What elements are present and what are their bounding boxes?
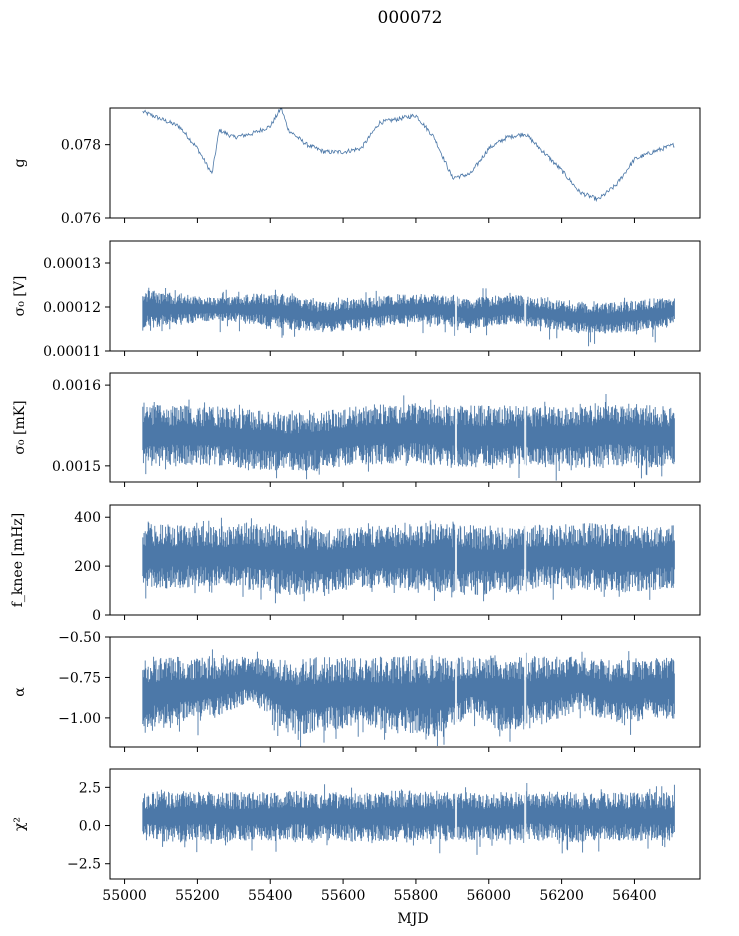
x-tick-label: 56400: [612, 888, 657, 904]
data-gap: [524, 643, 527, 741]
series-2: [142, 247, 675, 347]
panel-6: −2.5 0.0 2.5 55000 55200 55400 55600 55800 56000…: [12, 768, 701, 904]
series-5: [142, 643, 675, 747]
gain-line: [142, 108, 675, 203]
figure-title: 000072: [378, 8, 443, 28]
series-6: [142, 775, 675, 873]
panel-1: 0.076 0.078 g: [12, 107, 701, 227]
x-axis-label: MJD: [397, 911, 428, 927]
data-gap: [524, 247, 527, 345]
noise-band: [142, 783, 675, 855]
panel-frame: [109, 107, 701, 219]
y-tick-label: −0.50: [58, 630, 101, 646]
y-tick-label: 0.0015: [52, 459, 101, 475]
panel-4: 0 200 400 f_knee [mHz]: [10, 504, 701, 624]
data-gap: [454, 775, 457, 873]
series-4: [142, 511, 675, 609]
y-tick-label: 0.00011: [43, 344, 101, 360]
x-tick-label: 56200: [539, 888, 584, 904]
data-gap: [454, 247, 457, 345]
y-tick-label: 0.00012: [43, 300, 101, 316]
y-axis-label: σ₀ [V]: [12, 276, 28, 317]
noise-band: [142, 649, 675, 747]
series-1: [142, 108, 675, 203]
panel-frame: [109, 240, 701, 352]
data-gap: [524, 379, 527, 476]
y-tick-label: 2.5: [79, 780, 101, 796]
x-tick-label: 55600: [321, 888, 366, 904]
panel-5: −1.00 −0.75 −0.50 α: [12, 630, 701, 752]
y-tick-label: 400: [74, 510, 101, 526]
y-tick-label: 0.0: [79, 819, 101, 835]
panel-frame: [109, 504, 701, 616]
data-gap: [524, 775, 527, 873]
panel-frame: [109, 636, 701, 748]
y-tick-label: 0.00013: [43, 256, 101, 272]
data-gap: [524, 511, 527, 609]
y-axis-label: α: [12, 687, 28, 697]
panel-frame: [109, 372, 701, 483]
data-gap: [454, 511, 457, 609]
series-3: [142, 379, 675, 481]
y-tick-label: −2.5: [67, 857, 101, 873]
data-gap: [454, 379, 457, 476]
data-gap: [454, 643, 457, 741]
y-tick-label: 0.078: [61, 138, 101, 154]
noise-band: [142, 517, 675, 604]
y-tick-label: 0.076: [61, 211, 101, 227]
y-axis-label: σ₀ [mK]: [12, 400, 28, 454]
y-tick-label: 200: [74, 559, 101, 575]
x-tick-label: 55800: [394, 888, 439, 904]
y-tick-label: 0.0016: [52, 378, 101, 394]
panel-3: 0.0015 0.0016 σ₀ [mK]: [12, 372, 701, 487]
y-axis-label: χ²: [12, 817, 28, 831]
x-tick-label: 56000: [466, 888, 511, 904]
y-tick-label: −1.00: [58, 711, 101, 727]
panel-frame: [109, 768, 701, 880]
y-axis-label: f_knee [mHz]: [10, 513, 26, 608]
panel-2: 0.00011 0.00012 0.00013 σ₀ [V]: [12, 240, 701, 360]
y-axis-label: g: [12, 158, 28, 167]
noise-band: [142, 287, 675, 347]
x-tick-label: 55200: [175, 888, 220, 904]
y-tick-label: 0: [92, 608, 101, 624]
y-tick-label: −0.75: [58, 670, 101, 686]
x-tick-label: 55400: [248, 888, 293, 904]
noise-band: [142, 394, 675, 481]
x-tick-label: 55000: [102, 888, 147, 904]
